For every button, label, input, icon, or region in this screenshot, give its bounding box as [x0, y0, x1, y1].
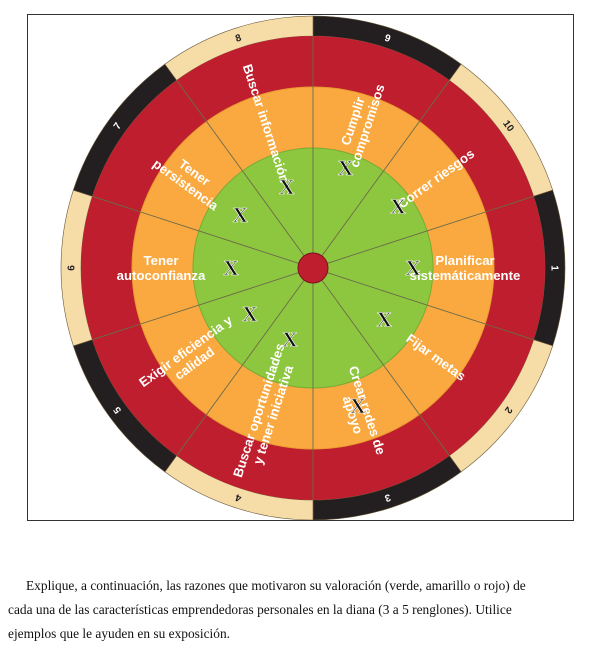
- rating-x-mark: X: [233, 203, 248, 227]
- segment-divider: [92, 195, 306, 266]
- instructions-text: Explique, a continuación, las razones qu…: [8, 578, 526, 641]
- rating-x-mark: X: [279, 175, 294, 199]
- scale-number: 1: [549, 265, 560, 271]
- rating-x-mark: X: [338, 156, 353, 180]
- scale-number: 4: [234, 491, 243, 503]
- rating-x-mark: X: [377, 308, 392, 332]
- segment-divider: [320, 195, 534, 266]
- rating-x-mark: X: [242, 302, 257, 326]
- center-dot: [297, 252, 329, 284]
- rating-x-mark: X: [282, 327, 297, 351]
- scale-number: 5: [112, 404, 124, 415]
- rating-x-mark: X: [405, 256, 420, 280]
- characteristic-label-line: Planificar: [435, 253, 494, 268]
- segment-dividers: [92, 36, 534, 500]
- scale-number: 3: [383, 491, 392, 503]
- scale-number: 8: [234, 33, 243, 45]
- characteristic-label-line: sistemáticamente: [410, 268, 521, 283]
- characteristic-label-line: autoconfianza: [117, 268, 206, 283]
- segment-divider: [176, 80, 309, 262]
- rating-x-mark: X: [390, 194, 405, 218]
- segment-divider: [92, 270, 306, 341]
- scale-number: 7: [112, 121, 124, 132]
- outer-rim: [60, 15, 566, 520]
- segment-divider: [320, 270, 534, 341]
- scale-number: 2: [502, 404, 514, 415]
- rating-x-mark: X: [223, 256, 238, 280]
- scale-number: 9: [383, 33, 392, 45]
- segment-divider: [176, 274, 309, 456]
- rating-x-mark: X: [350, 394, 365, 418]
- segment-divider: [317, 80, 450, 262]
- diagram-frame: Cumplir compromisos Correr riesgos Planific…: [27, 14, 574, 521]
- scale-number: 6: [67, 265, 78, 271]
- segment-divider: [317, 274, 450, 456]
- characteristic-label-line: Tener: [144, 253, 179, 268]
